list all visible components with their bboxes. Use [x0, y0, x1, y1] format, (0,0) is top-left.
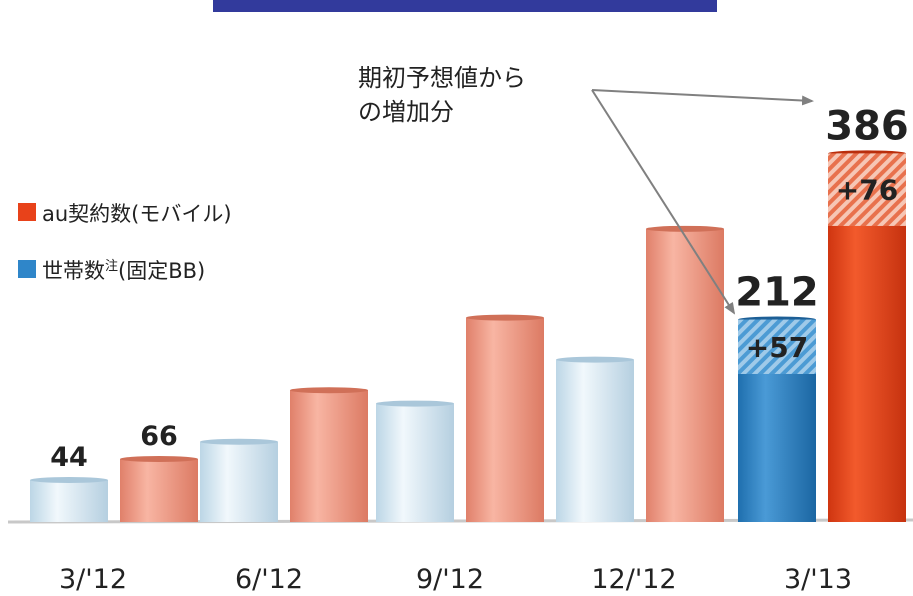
data-label-s1-0: 66: [140, 421, 178, 452]
bar-s0-12--12: [556, 359, 634, 522]
legend: au契約数(モバイル) 世帯数注(固定BB): [18, 202, 232, 283]
title-bar: [213, 0, 717, 12]
bar-top-s0-3--12: [30, 476, 108, 483]
legend-label-fixed-bb-main: 世帯数: [42, 259, 105, 283]
bar-top-s1-3--12: [120, 455, 198, 462]
bar-top-s0-9--12: [376, 400, 454, 407]
bar-top-s0-12--12: [556, 356, 634, 363]
tick-label-3: 12/'12: [591, 564, 676, 595]
data-label-s0-4: 212: [735, 270, 819, 316]
increase-label-s0: +57: [746, 331, 808, 364]
tick-label-1: 6/'12: [235, 564, 303, 595]
tick-label-4: 3/'13: [784, 564, 852, 595]
legend-label-fixed-bb-sup: 注: [105, 259, 118, 274]
legend-swatch-fixed-bb: [18, 260, 36, 278]
tick-label-2: 9/'12: [416, 564, 484, 595]
bar-s0-6--12: [200, 441, 278, 522]
annotation-line-1: 期初予想値から: [358, 64, 526, 92]
annotation-arrow-to-mobile: [591, 89, 814, 106]
bars: [30, 150, 906, 522]
increase-segment-s1: [828, 153, 906, 226]
increase-label-s1: +76: [836, 174, 898, 207]
data-labels: +57 +76 44 66 212 386: [50, 103, 909, 473]
bar-top-s1-9--12: [466, 314, 544, 321]
bar-top-s1-6--12: [290, 387, 368, 394]
data-label-s0-0: 44: [50, 442, 88, 473]
bar-s1-9--12: [466, 317, 544, 522]
bar-top-s1-12--12: [646, 225, 724, 232]
increase-segment-s0: [738, 319, 816, 374]
annotation-arrow-to-fixed-bb: [591, 89, 736, 315]
bar-s0-3--12: [30, 479, 108, 522]
tick-label-0: 3/'12: [59, 564, 127, 595]
bar-s1-3--12: [120, 458, 198, 522]
legend-label-fixed-bb: 世帯数注(固定BB): [42, 259, 205, 283]
legend-swatch-mobile: [18, 203, 36, 221]
bar-top-s0-6--12: [200, 438, 278, 445]
data-label-s1-4: 386: [825, 103, 909, 149]
bar-s0-9--12: [376, 403, 454, 522]
annotation-line-2: の増加分: [358, 98, 454, 126]
bar-s1-6--12: [290, 390, 368, 522]
bar-s1-12--12: [646, 228, 724, 522]
legend-label-fixed-bb-suffix: (固定BB): [118, 259, 205, 283]
legend-label-mobile: au契約数(モバイル): [42, 202, 232, 226]
x-axis-tick-labels: 3/'12 6/'12 9/'12 12/'12 3/'13: [59, 564, 852, 595]
